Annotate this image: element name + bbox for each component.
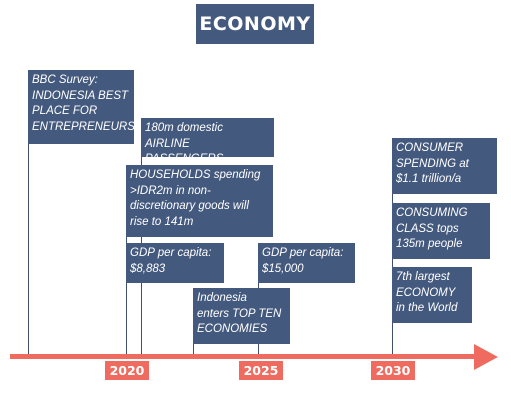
page-title: ECONOMY — [196, 4, 314, 44]
event-bbc-survey: BBC Survey: INDONESIA BEST PLACE FOR ENT… — [28, 70, 135, 144]
event-line: INDONESIA BEST — [32, 89, 129, 102]
year-label-2020: 2020 — [105, 361, 149, 380]
timeline-arrow-icon — [474, 344, 498, 370]
event-line: $15,000 — [262, 262, 304, 275]
event-line: ECONOMIES — [197, 323, 268, 335]
event-line: >IDR2m in non- — [130, 184, 211, 197]
event-gdp-2020: GDP per capita: $8,883 — [126, 243, 224, 283]
connector-line — [28, 70, 29, 354]
event-line: in the World — [396, 302, 458, 314]
event-line: GDP per capita: — [130, 247, 212, 259]
event-line: SPENDING at — [396, 157, 469, 170]
event-7th-largest-economy: 7th largest ECONOMY in the World — [392, 267, 472, 323]
event-line: 7th largest — [396, 271, 450, 283]
event-line: ENTREPRENEURS — [32, 120, 135, 133]
event-line: HOUSEHOLDS spending — [130, 169, 261, 181]
year-label-2030: 2030 — [371, 361, 415, 380]
event-line: GDP per capita: — [262, 247, 344, 259]
event-line: CONSUMER — [396, 142, 464, 154]
event-line: enters TOP TEN — [197, 307, 282, 320]
event-line: rise to 141m — [130, 215, 194, 228]
timeline-axis — [10, 354, 480, 359]
event-line: BBC Survey: — [32, 74, 98, 86]
event-airline-passengers: 180m domestic AIRLINE PASSENGERS — [141, 118, 274, 165]
event-line: discretionary goods will — [130, 200, 249, 212]
event-line: AIRLINE PASSENGERS — [145, 137, 224, 166]
event-line: 135m people — [396, 238, 463, 250]
event-line: 180m domestic — [145, 122, 223, 134]
event-line: $1.1 trillion/a — [396, 173, 462, 185]
event-gdp-2025: GDP per capita: $15,000 — [258, 243, 355, 283]
event-households-spending: HOUSEHOLDS spending >IDR2m in non- discr… — [126, 165, 273, 237]
event-line: CONSUMING — [396, 207, 468, 219]
event-line: PLACE FOR — [32, 105, 98, 117]
year-label-2025: 2025 — [239, 361, 283, 380]
event-line: $8,883 — [130, 262, 166, 275]
event-line: Indonesia — [197, 292, 247, 304]
event-line: CLASS tops — [396, 222, 459, 235]
event-consuming-class: CONSUMING CLASS tops 135m people — [392, 203, 490, 259]
event-line: ECONOMY — [396, 286, 456, 299]
event-top-ten-economies: Indonesia enters TOP TEN ECONOMIES — [193, 288, 290, 344]
event-consumer-spending: CONSUMER SPENDING at $1.1 trillion/a — [392, 138, 497, 194]
